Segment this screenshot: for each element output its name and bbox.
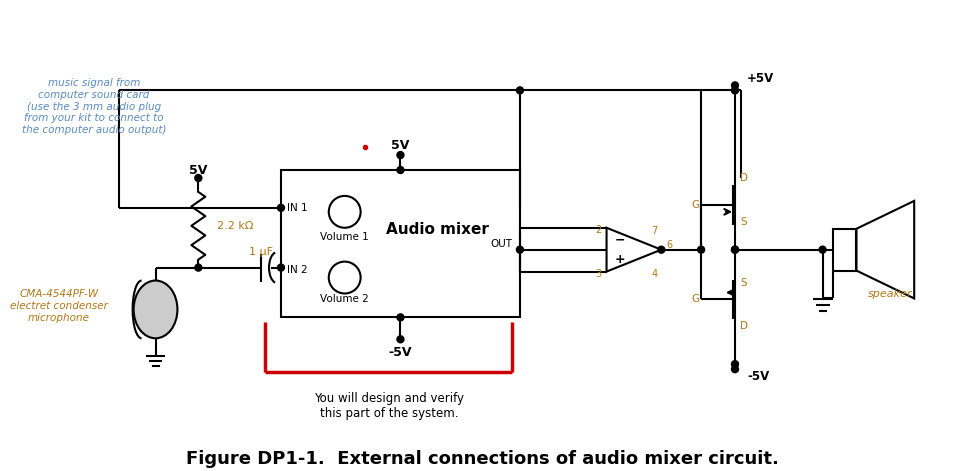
Circle shape <box>277 204 284 211</box>
Text: S: S <box>740 277 747 287</box>
Text: IN 2: IN 2 <box>287 265 307 275</box>
Circle shape <box>397 152 404 159</box>
Text: Volume 2: Volume 2 <box>321 294 369 304</box>
Ellipse shape <box>133 281 178 338</box>
Text: You will design and verify
this part of the system.: You will design and verify this part of … <box>315 392 465 420</box>
Circle shape <box>277 264 284 271</box>
Text: Audio mixer: Audio mixer <box>386 222 489 237</box>
Circle shape <box>732 87 738 94</box>
Text: +: + <box>614 253 625 266</box>
Text: D: D <box>740 321 748 331</box>
Circle shape <box>397 314 404 321</box>
Text: G: G <box>691 294 699 304</box>
Circle shape <box>397 336 404 343</box>
Text: -5V: -5V <box>747 370 769 382</box>
Text: S: S <box>740 217 747 227</box>
Text: 3: 3 <box>595 268 602 278</box>
Text: 5V: 5V <box>189 163 207 177</box>
Circle shape <box>732 361 738 368</box>
Text: 5V: 5V <box>392 138 410 152</box>
Text: 6: 6 <box>666 240 672 250</box>
Text: D: D <box>740 173 748 183</box>
Text: Volume 1: Volume 1 <box>321 232 369 242</box>
Text: Figure DP1-1.  External connections of audio mixer circuit.: Figure DP1-1. External connections of au… <box>185 450 779 468</box>
Text: -5V: -5V <box>389 346 412 359</box>
Text: 2: 2 <box>595 225 602 235</box>
Text: speaker: speaker <box>868 290 913 300</box>
Bar <box>832 229 856 270</box>
Text: OUT: OUT <box>490 239 512 249</box>
Text: music signal from
computer sound card
(use the 3 mm audio plug
from your kit to : music signal from computer sound card (u… <box>21 79 166 135</box>
Circle shape <box>195 174 202 181</box>
Circle shape <box>732 246 738 253</box>
Circle shape <box>819 246 827 253</box>
Circle shape <box>732 82 738 89</box>
Circle shape <box>397 167 404 173</box>
Text: 2.2 kΩ: 2.2 kΩ <box>217 221 253 231</box>
Text: G: G <box>691 200 699 210</box>
Circle shape <box>516 246 523 253</box>
Text: 7: 7 <box>651 226 658 236</box>
Circle shape <box>732 365 738 373</box>
Circle shape <box>195 264 202 271</box>
Circle shape <box>698 246 705 253</box>
Circle shape <box>732 246 738 253</box>
Text: +5V: +5V <box>747 72 774 85</box>
Text: IN 1: IN 1 <box>287 203 307 213</box>
Text: 1 μF: 1 μF <box>249 247 273 257</box>
Circle shape <box>658 246 664 253</box>
Circle shape <box>516 87 523 94</box>
Text: 4: 4 <box>651 268 658 278</box>
Bar <box>281 170 520 317</box>
Text: −: − <box>614 233 625 246</box>
Text: CMA-4544PF-W
electret condenser
microphone: CMA-4544PF-W electret condenser micropho… <box>10 290 108 323</box>
